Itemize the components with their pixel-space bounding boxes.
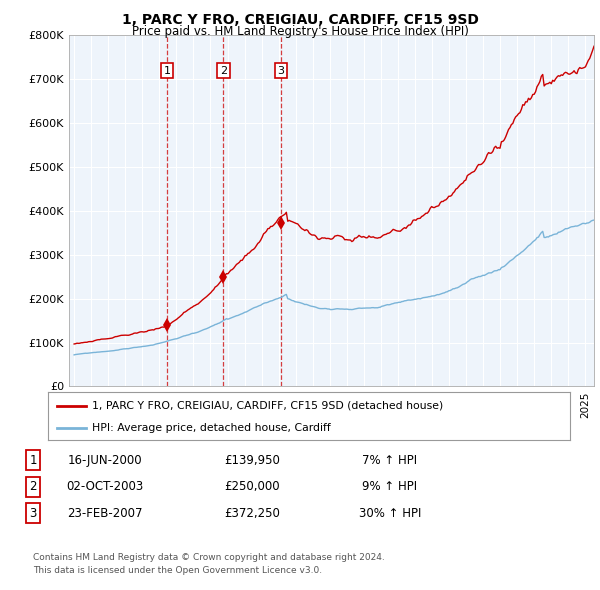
Text: 1: 1	[29, 454, 37, 467]
Text: £250,000: £250,000	[224, 480, 280, 493]
Text: 16-JUN-2000: 16-JUN-2000	[68, 454, 142, 467]
Text: 1: 1	[164, 65, 170, 76]
Text: 1, PARC Y FRO, CREIGIAU, CARDIFF, CF15 9SD: 1, PARC Y FRO, CREIGIAU, CARDIFF, CF15 9…	[122, 13, 478, 27]
Text: 3: 3	[29, 507, 37, 520]
Text: 1, PARC Y FRO, CREIGIAU, CARDIFF, CF15 9SD (detached house): 1, PARC Y FRO, CREIGIAU, CARDIFF, CF15 9…	[92, 401, 443, 411]
Text: 3: 3	[278, 65, 284, 76]
Text: 7% ↑ HPI: 7% ↑ HPI	[362, 454, 418, 467]
Text: 9% ↑ HPI: 9% ↑ HPI	[362, 480, 418, 493]
Text: £139,950: £139,950	[224, 454, 280, 467]
Text: £372,250: £372,250	[224, 507, 280, 520]
Text: 30% ↑ HPI: 30% ↑ HPI	[359, 507, 421, 520]
Text: This data is licensed under the Open Government Licence v3.0.: This data is licensed under the Open Gov…	[33, 566, 322, 575]
Text: 02-OCT-2003: 02-OCT-2003	[67, 480, 143, 493]
Text: 2: 2	[29, 480, 37, 493]
Text: Contains HM Land Registry data © Crown copyright and database right 2024.: Contains HM Land Registry data © Crown c…	[33, 553, 385, 562]
Text: 23-FEB-2007: 23-FEB-2007	[67, 507, 143, 520]
Text: 2: 2	[220, 65, 227, 76]
Text: Price paid vs. HM Land Registry's House Price Index (HPI): Price paid vs. HM Land Registry's House …	[131, 25, 469, 38]
Text: HPI: Average price, detached house, Cardiff: HPI: Average price, detached house, Card…	[92, 423, 331, 432]
